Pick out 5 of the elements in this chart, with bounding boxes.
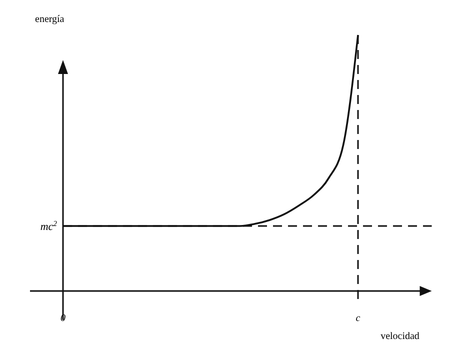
x-axis-title: velocidad bbox=[380, 331, 420, 342]
x-tick-label: 0 bbox=[60, 313, 66, 324]
ref-line-label: mc$^{2}$ bbox=[40, 218, 58, 233]
y-axis-title: energía bbox=[35, 14, 65, 25]
x-tick-label: c bbox=[356, 313, 361, 324]
